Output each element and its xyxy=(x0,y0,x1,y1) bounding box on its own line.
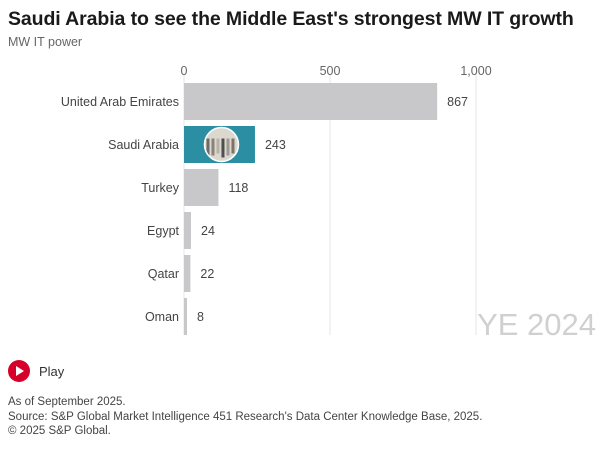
data-label: 243 xyxy=(265,138,286,152)
data-label: 8 xyxy=(197,310,204,324)
play-label[interactable]: Play xyxy=(39,363,65,379)
footer-source: Source: S&P Global Market Intelligence 4… xyxy=(8,410,483,423)
chart-subtitle: MW IT power xyxy=(8,35,83,49)
category-label: Egypt xyxy=(147,224,179,238)
footer-note: As of September 2025. xyxy=(8,396,126,408)
category-label: Saudi Arabia xyxy=(108,138,179,152)
data-label: 118 xyxy=(228,181,248,195)
category-label: Turkey xyxy=(141,181,179,195)
data-label: 24 xyxy=(201,224,215,238)
bar-turkey[interactable] xyxy=(184,169,219,206)
play-control[interactable]: Play xyxy=(8,360,64,382)
data-label: 22 xyxy=(200,267,214,281)
play-icon[interactable] xyxy=(8,360,30,382)
data-label: 867 xyxy=(447,95,468,109)
chart-title: Saudi Arabia to see the Middle East's st… xyxy=(8,8,574,30)
category-label: United Arab Emirates xyxy=(61,95,179,109)
footer: As of September 2025. Source: S&P Global… xyxy=(8,395,482,439)
x-tick-label: 0 xyxy=(181,64,188,78)
x-tick-label: 500 xyxy=(320,64,341,78)
category-label: Oman xyxy=(145,310,179,324)
category-label: Qatar xyxy=(148,267,179,281)
bar-oman[interactable] xyxy=(184,298,187,335)
year-frame-label: YE 2024 xyxy=(477,307,596,342)
bar-egypt[interactable] xyxy=(184,212,192,249)
footer-copyright: © 2025 S&P Global. xyxy=(8,425,111,437)
bar-united-arab-emirates[interactable] xyxy=(184,83,438,120)
bar-chart: 0 500 1,000 United Arab Emirates 867 Saudi A… xyxy=(61,64,596,342)
x-tick-label: 1,000 xyxy=(460,64,491,78)
bar-qatar[interactable] xyxy=(184,255,191,292)
country-photo-icon xyxy=(204,127,239,162)
